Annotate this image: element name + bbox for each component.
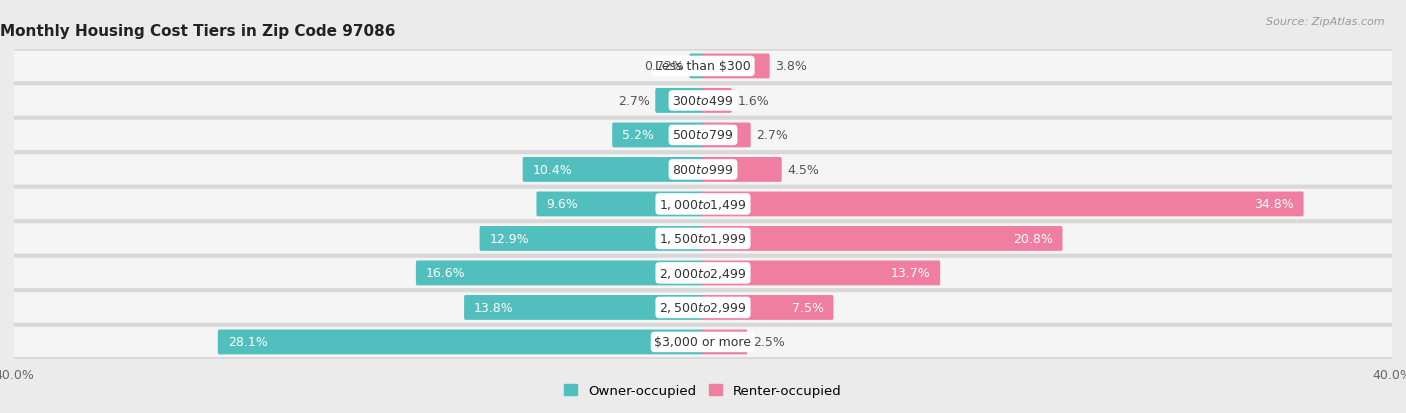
FancyBboxPatch shape [6,189,1400,220]
FancyBboxPatch shape [612,123,704,148]
Text: $2,500 to $2,999: $2,500 to $2,999 [659,301,747,315]
Text: 13.7%: 13.7% [890,267,931,280]
Text: $300 to $499: $300 to $499 [672,95,734,108]
Text: 10.4%: 10.4% [533,164,572,176]
Text: 7.5%: 7.5% [792,301,824,314]
FancyBboxPatch shape [655,89,704,114]
FancyBboxPatch shape [416,261,704,286]
FancyBboxPatch shape [6,155,1400,185]
Text: 1.6%: 1.6% [738,95,769,108]
FancyBboxPatch shape [6,121,1400,151]
FancyBboxPatch shape [464,295,704,320]
Legend: Owner-occupied, Renter-occupied: Owner-occupied, Renter-occupied [560,379,846,402]
Text: 9.6%: 9.6% [547,198,578,211]
Text: $2,000 to $2,499: $2,000 to $2,499 [659,266,747,280]
Text: Monthly Housing Cost Tiers in Zip Code 97086: Monthly Housing Cost Tiers in Zip Code 9… [0,24,395,39]
FancyBboxPatch shape [702,123,751,148]
FancyBboxPatch shape [6,291,1400,324]
Text: 0.72%: 0.72% [644,60,683,73]
Text: $500 to $799: $500 to $799 [672,129,734,142]
FancyBboxPatch shape [702,158,782,183]
FancyBboxPatch shape [6,52,1400,82]
FancyBboxPatch shape [6,50,1400,83]
Text: Less than $300: Less than $300 [655,60,751,73]
FancyBboxPatch shape [702,261,941,286]
Text: $800 to $999: $800 to $999 [672,164,734,176]
Text: 5.2%: 5.2% [621,129,654,142]
FancyBboxPatch shape [537,192,704,217]
FancyBboxPatch shape [702,192,1303,217]
FancyBboxPatch shape [6,85,1400,118]
Text: 2.5%: 2.5% [754,336,785,349]
Text: 20.8%: 20.8% [1012,233,1053,245]
FancyBboxPatch shape [479,226,704,251]
Text: 12.9%: 12.9% [489,233,529,245]
FancyBboxPatch shape [6,154,1400,187]
FancyBboxPatch shape [6,325,1400,358]
Text: 2.7%: 2.7% [617,95,650,108]
Text: 4.5%: 4.5% [787,164,820,176]
Text: 2.7%: 2.7% [756,129,789,142]
FancyBboxPatch shape [702,89,731,114]
Text: $3,000 or more: $3,000 or more [655,336,751,349]
FancyBboxPatch shape [6,222,1400,255]
Text: 3.8%: 3.8% [775,60,807,73]
Text: 16.6%: 16.6% [426,267,465,280]
FancyBboxPatch shape [702,295,834,320]
FancyBboxPatch shape [218,330,704,354]
FancyBboxPatch shape [689,55,704,79]
Text: Source: ZipAtlas.com: Source: ZipAtlas.com [1267,17,1385,26]
FancyBboxPatch shape [6,86,1400,116]
Text: $1,000 to $1,499: $1,000 to $1,499 [659,197,747,211]
FancyBboxPatch shape [702,226,1063,251]
FancyBboxPatch shape [702,55,769,79]
FancyBboxPatch shape [702,330,747,354]
FancyBboxPatch shape [6,292,1400,323]
FancyBboxPatch shape [6,257,1400,290]
Text: 34.8%: 34.8% [1254,198,1294,211]
FancyBboxPatch shape [6,119,1400,152]
Text: 13.8%: 13.8% [474,301,513,314]
FancyBboxPatch shape [6,327,1400,357]
Text: $1,500 to $1,999: $1,500 to $1,999 [659,232,747,246]
FancyBboxPatch shape [6,258,1400,288]
Text: 28.1%: 28.1% [228,336,267,349]
FancyBboxPatch shape [6,188,1400,221]
FancyBboxPatch shape [523,158,704,183]
FancyBboxPatch shape [6,224,1400,254]
